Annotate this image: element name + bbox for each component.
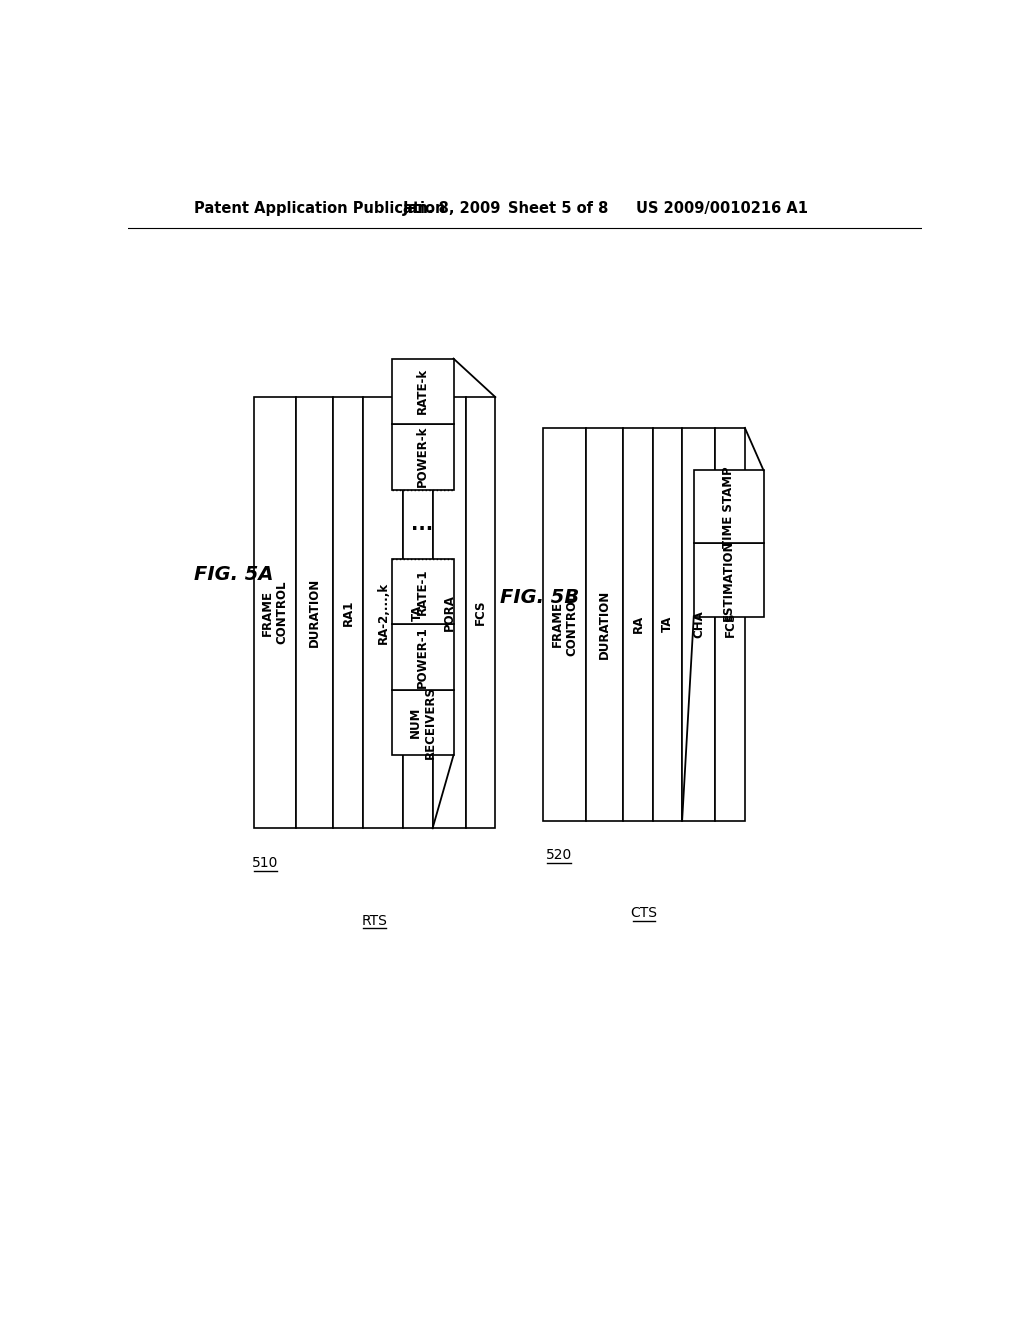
Bar bbox=[362, 397, 403, 829]
Text: ...: ... bbox=[412, 515, 433, 533]
Text: FIG. 5A: FIG. 5A bbox=[194, 565, 273, 583]
Bar bbox=[544, 428, 586, 821]
Text: FCS: FCS bbox=[474, 601, 487, 626]
Text: TIME STAMP: TIME STAMP bbox=[722, 466, 735, 548]
Text: RA1: RA1 bbox=[342, 599, 354, 626]
Text: 510: 510 bbox=[252, 855, 279, 870]
Bar bbox=[624, 428, 652, 821]
Bar bbox=[466, 397, 496, 829]
Bar bbox=[391, 624, 454, 689]
Text: RTS: RTS bbox=[361, 913, 387, 928]
Text: DURATION: DURATION bbox=[308, 578, 322, 647]
Bar bbox=[682, 428, 716, 821]
Text: FRAME
CONTROL: FRAME CONTROL bbox=[261, 581, 289, 644]
Bar bbox=[391, 689, 454, 755]
Bar bbox=[254, 397, 296, 829]
Text: TA: TA bbox=[660, 616, 674, 632]
Text: RA: RA bbox=[632, 615, 644, 634]
Bar bbox=[432, 397, 466, 829]
Text: 520: 520 bbox=[546, 849, 572, 862]
Text: Sheet 5 of 8: Sheet 5 of 8 bbox=[508, 201, 608, 216]
Text: Patent Application Publication: Patent Application Publication bbox=[194, 201, 445, 216]
Bar bbox=[403, 397, 432, 829]
Text: CTS: CTS bbox=[631, 906, 657, 920]
Text: PORA: PORA bbox=[442, 594, 456, 631]
Text: RATE-k: RATE-k bbox=[416, 368, 429, 414]
Bar bbox=[693, 544, 764, 616]
Text: RATE-1: RATE-1 bbox=[416, 569, 429, 615]
Bar bbox=[391, 558, 454, 624]
Text: FRAME
CONTROL: FRAME CONTROL bbox=[551, 593, 579, 656]
Text: FIG. 5B: FIG. 5B bbox=[500, 587, 580, 607]
Text: ESTIMATION: ESTIMATION bbox=[722, 540, 735, 620]
Text: FCS: FCS bbox=[724, 611, 736, 638]
Text: RA-2,...,k: RA-2,...,k bbox=[377, 582, 389, 644]
Text: POWER-k: POWER-k bbox=[416, 426, 429, 487]
Bar bbox=[296, 397, 334, 829]
Bar bbox=[586, 428, 624, 821]
Text: CHA: CHA bbox=[692, 610, 706, 638]
Text: POWER-1: POWER-1 bbox=[416, 626, 429, 688]
Text: Jan. 8, 2009: Jan. 8, 2009 bbox=[403, 201, 502, 216]
Text: TA: TA bbox=[412, 605, 424, 620]
Bar bbox=[334, 397, 362, 829]
Text: NUM
RECEIVERS: NUM RECEIVERS bbox=[409, 686, 436, 759]
Bar bbox=[716, 428, 744, 821]
Bar bbox=[391, 359, 454, 424]
Bar bbox=[652, 428, 682, 821]
Text: DURATION: DURATION bbox=[598, 590, 611, 659]
Bar bbox=[391, 424, 454, 490]
Text: US 2009/0010216 A1: US 2009/0010216 A1 bbox=[636, 201, 808, 216]
Bar bbox=[693, 470, 764, 544]
